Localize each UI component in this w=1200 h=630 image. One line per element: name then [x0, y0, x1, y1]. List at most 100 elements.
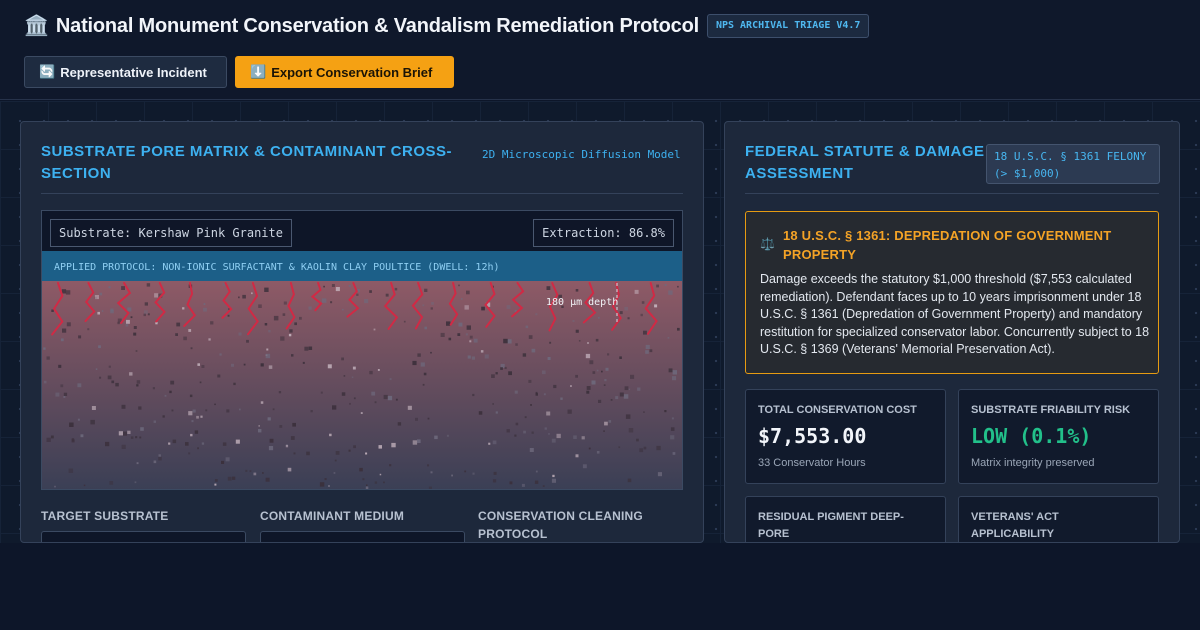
grain-speck — [359, 467, 363, 472]
grain-speck — [190, 347, 193, 350]
grain-speck — [293, 452, 296, 455]
statute-alert: ⚖️ 18 U.S.C. § 1361: DEPREDATION OF GOVE… — [745, 211, 1159, 374]
grain-speck — [551, 478, 556, 483]
grain-speck — [246, 339, 249, 343]
grain-speck — [412, 440, 418, 445]
grain-speck — [424, 326, 427, 330]
grain-speck — [535, 470, 538, 473]
grain-speck — [201, 365, 205, 368]
grain-speck — [428, 486, 432, 489]
grain-speck — [170, 380, 175, 385]
grain-speck — [560, 397, 563, 400]
grain-speck — [51, 309, 54, 312]
contaminant-vein — [448, 282, 459, 326]
grain-speck — [420, 362, 425, 367]
grain-speck — [546, 411, 551, 416]
grain-speck — [95, 368, 98, 370]
grain-speck — [369, 290, 372, 293]
grain-speck — [504, 366, 507, 370]
grain-speck — [62, 328, 67, 333]
grain-speck — [574, 299, 577, 302]
grain-speck — [251, 292, 253, 295]
grain-speck — [603, 384, 606, 386]
grain-speck — [122, 431, 127, 436]
grain-speck — [199, 381, 202, 384]
grain-speck — [556, 433, 561, 439]
grain-speck — [558, 294, 562, 299]
contaminant-vein — [51, 282, 64, 336]
grain-speck — [249, 470, 252, 473]
contaminant-vein — [285, 282, 296, 330]
grain-speck — [356, 289, 360, 293]
grain-speck — [176, 322, 181, 327]
grain-speck — [91, 406, 96, 410]
grain-speck — [362, 478, 365, 481]
grain-speck — [172, 439, 177, 444]
grain-speck — [591, 380, 596, 385]
grain-speck — [54, 485, 56, 488]
grain-speck — [83, 484, 86, 487]
grain-speck — [203, 307, 207, 312]
grain-speck — [464, 305, 469, 310]
grain-speck — [605, 367, 609, 371]
contaminant-vein — [84, 282, 96, 323]
contaminant-vein — [383, 282, 399, 330]
representative-incident-button[interactable]: 🔄 Representative Incident — [24, 56, 227, 88]
grain-speck — [488, 442, 491, 445]
grain-speck — [458, 284, 460, 287]
grain-speck — [196, 415, 199, 419]
grain-speck — [107, 375, 112, 380]
grain-speck — [385, 293, 389, 297]
grain-speck — [641, 301, 645, 304]
grain-speck — [654, 304, 658, 308]
grain-speck — [534, 480, 539, 484]
grain-speck — [188, 452, 191, 455]
grain-speck — [643, 330, 647, 335]
grain-speck — [221, 460, 225, 464]
grain-speck — [144, 302, 148, 306]
grain-speck — [500, 367, 503, 370]
grain-speck — [643, 446, 647, 450]
panel-divider — [41, 193, 683, 194]
export-brief-button[interactable]: ⬇️ Export Conservation Brief — [235, 56, 454, 88]
grain-speck — [364, 299, 369, 304]
cleaning-protocol-label: CONSERVATION CLEANING PROTOCOL — [478, 509, 643, 541]
grain-speck — [260, 401, 264, 404]
grain-speck — [335, 451, 340, 455]
grain-speck — [457, 333, 461, 336]
grain-speck — [43, 380, 47, 384]
grain-speck — [217, 374, 221, 378]
grain-speck — [43, 347, 46, 350]
grain-speck — [168, 442, 171, 445]
grain-speck — [549, 341, 552, 344]
grain-speck — [379, 473, 382, 476]
grain-speck — [139, 436, 142, 439]
grain-speck — [535, 391, 538, 394]
grain-speck — [542, 485, 545, 487]
grain-speck — [573, 435, 577, 439]
grain-speck — [348, 284, 351, 287]
cost-note: 33 Conservator Hours — [758, 457, 866, 469]
grain-speck — [164, 394, 167, 397]
grain-speck — [588, 447, 591, 450]
grain-speck — [624, 306, 628, 311]
grain-speck — [369, 370, 373, 375]
grain-speck — [335, 287, 340, 292]
grain-speck — [624, 386, 629, 391]
grain-speck — [412, 360, 417, 366]
grain-speck — [133, 332, 137, 336]
grain-speck — [604, 379, 607, 382]
grain-speck — [105, 441, 110, 447]
grain-speck — [130, 436, 134, 439]
target-substrate-select[interactable]: Kershaw Pink Granite (0.4% porosity) — [41, 531, 246, 542]
grain-speck — [94, 295, 99, 300]
grain-speck — [424, 288, 428, 292]
felony-badge: 18 U.S.C. § 1361 FELONY (> $1,000) — [986, 144, 1160, 184]
grain-speck — [561, 305, 564, 308]
grain-speck — [71, 438, 75, 441]
grain-speck — [636, 438, 639, 442]
grain-speck — [169, 390, 172, 394]
grain-speck — [645, 350, 649, 354]
contaminant-medium-select[interactable]: Solvent-Base Synthetic Aerosol Paint — [260, 531, 465, 542]
grain-speck — [278, 391, 282, 394]
